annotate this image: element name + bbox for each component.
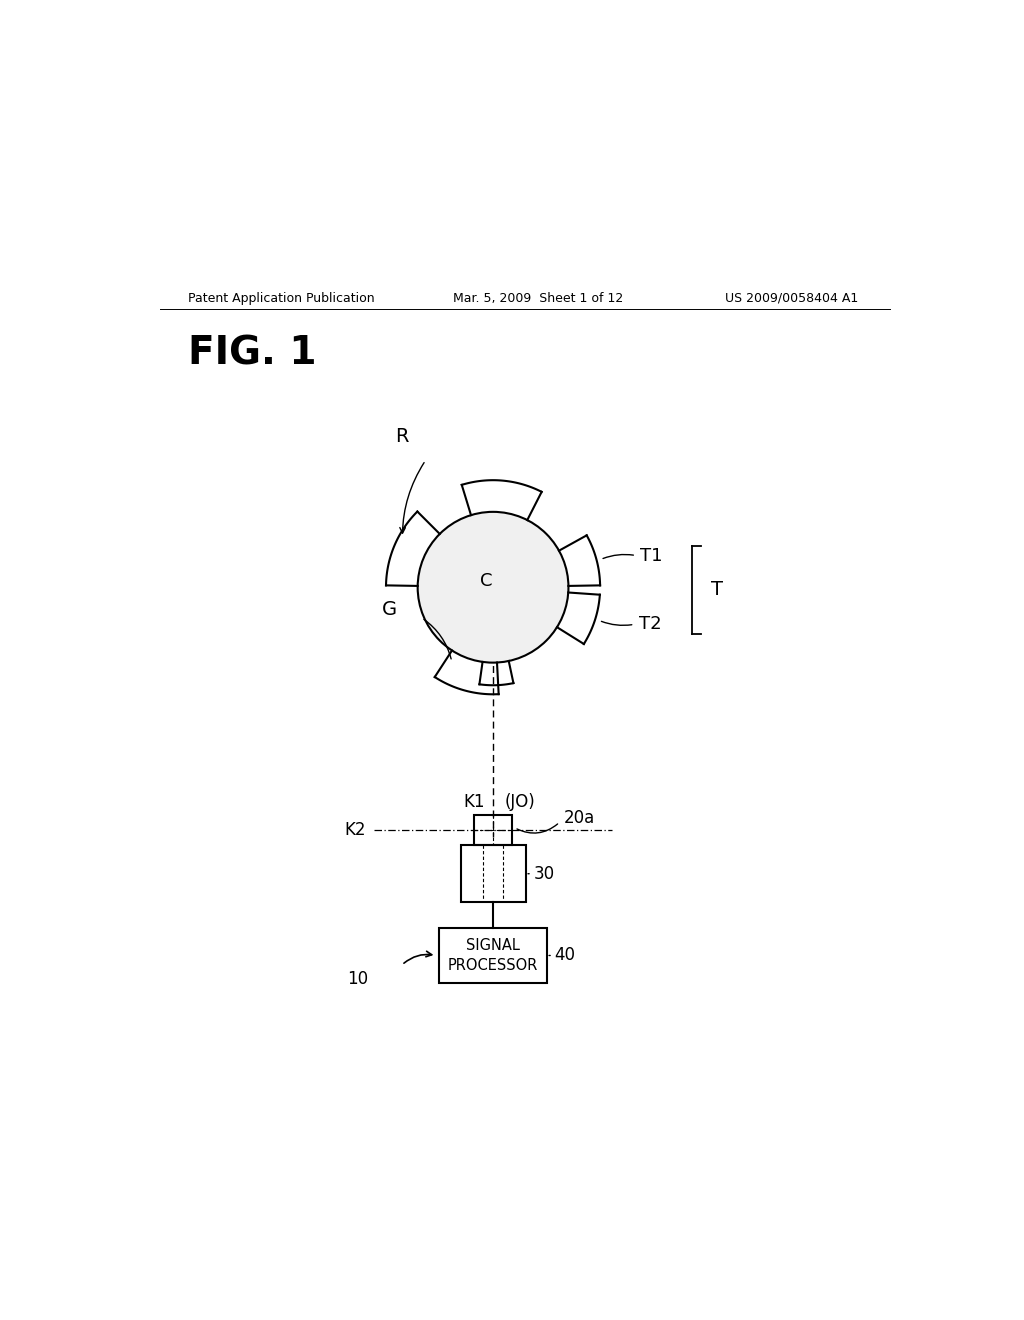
Circle shape (418, 512, 568, 663)
Text: FIG. 1: FIG. 1 (187, 334, 316, 372)
Text: 40: 40 (555, 946, 575, 965)
Text: K1: K1 (464, 792, 485, 810)
Bar (474, 814, 512, 845)
Text: K2: K2 (345, 821, 367, 840)
Bar (461, 845, 525, 903)
Text: T1: T1 (640, 546, 663, 565)
Text: 30: 30 (534, 865, 555, 883)
Bar (439, 928, 547, 983)
Text: Mar. 5, 2009  Sheet 1 of 12: Mar. 5, 2009 Sheet 1 of 12 (454, 292, 624, 305)
Text: Patent Application Publication: Patent Application Publication (187, 292, 374, 305)
Text: T2: T2 (639, 615, 662, 634)
Text: 20a: 20a (563, 809, 595, 828)
Text: R: R (395, 426, 409, 446)
Text: (JO): (JO) (505, 792, 536, 810)
Text: G: G (382, 601, 397, 619)
Text: 10: 10 (347, 970, 369, 989)
Text: SIGNAL
PROCESSOR: SIGNAL PROCESSOR (447, 939, 539, 973)
Text: T: T (711, 581, 723, 599)
Text: US 2009/0058404 A1: US 2009/0058404 A1 (725, 292, 858, 305)
Text: C: C (480, 572, 493, 590)
